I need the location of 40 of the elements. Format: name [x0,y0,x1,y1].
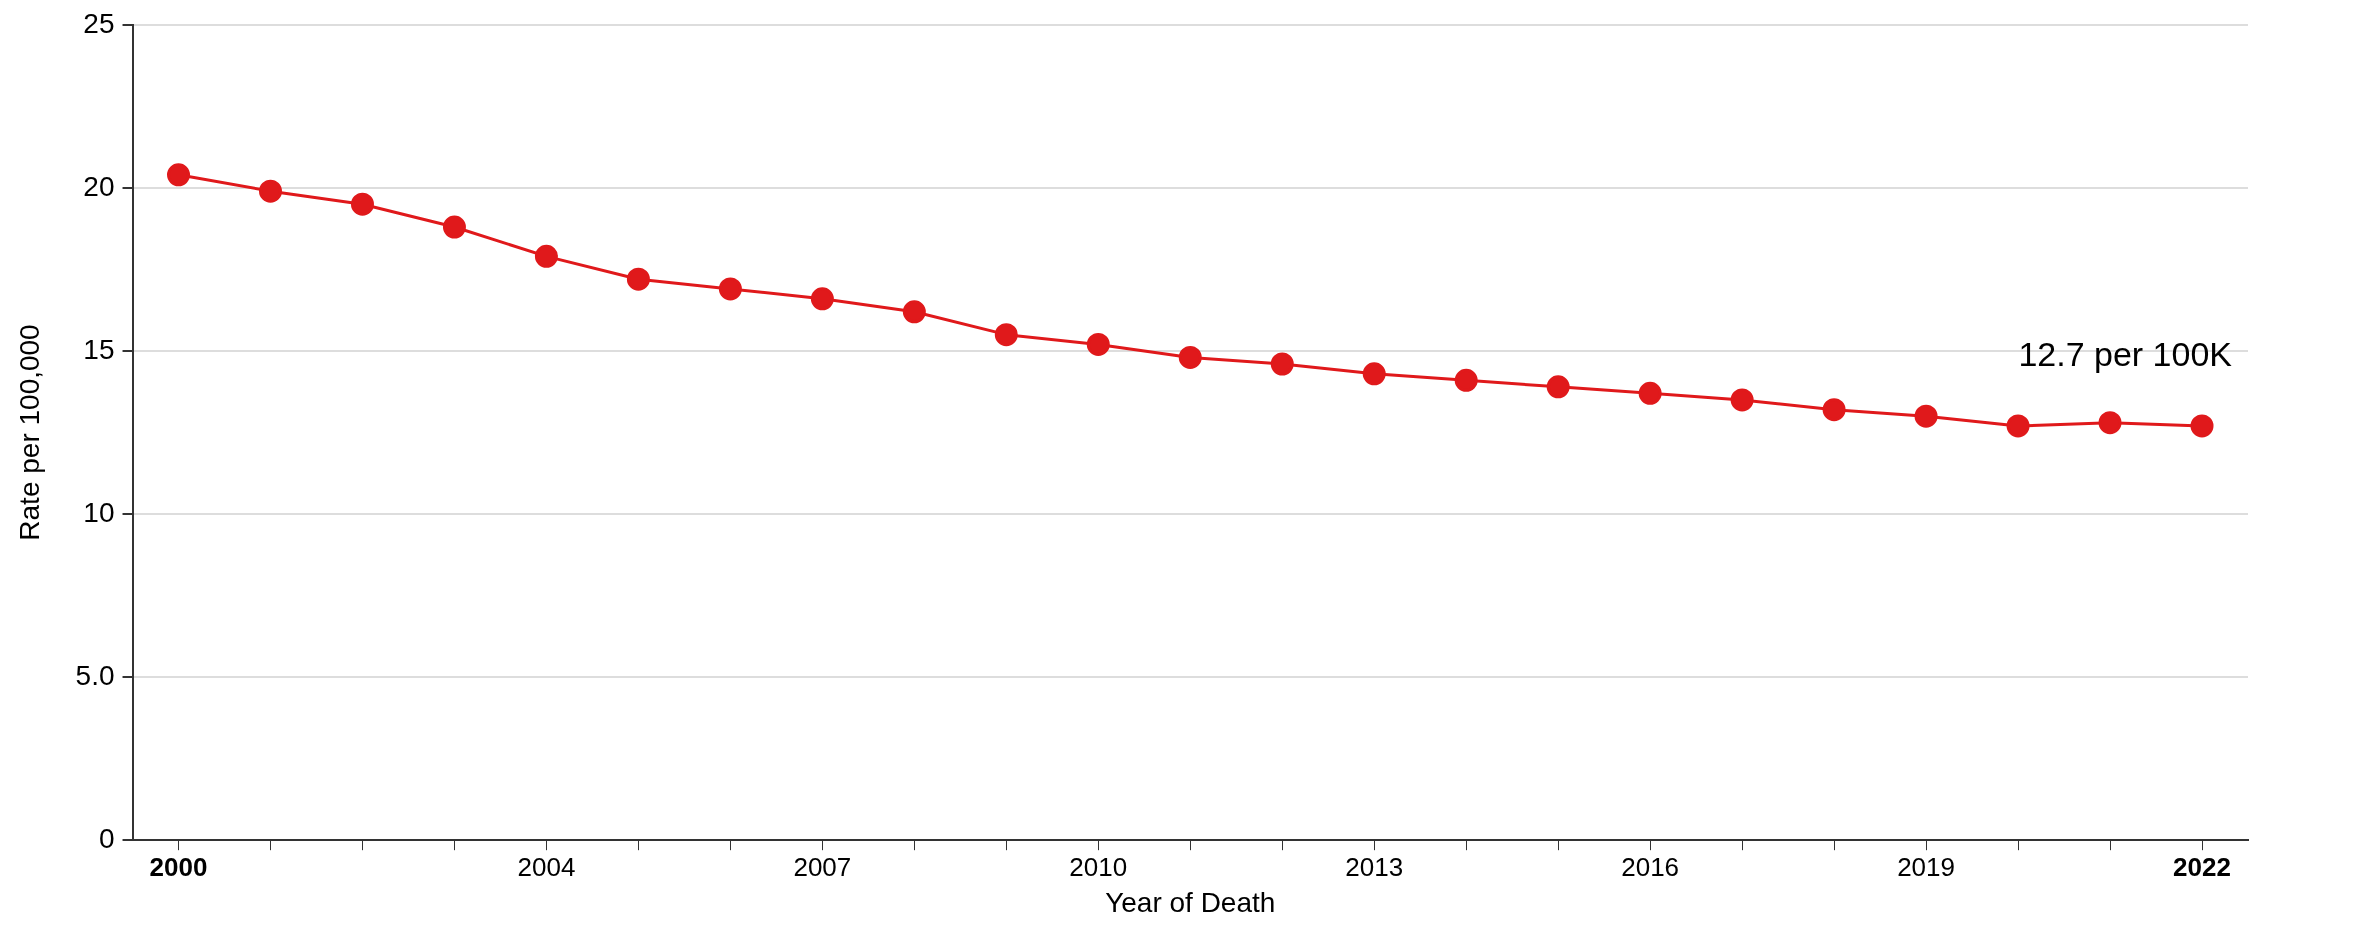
y-tick-label: 10 [83,496,115,528]
point [1270,352,1294,376]
point [626,267,650,291]
point [1546,375,1570,399]
annotation: 12.7 per 100K [2018,335,2233,374]
point [2098,411,2122,435]
point [534,244,558,268]
x-axis-title: Year of Death [1105,886,1276,918]
point [1730,388,1754,412]
y-tick-label: 25 [83,7,115,39]
point [1178,345,1202,369]
point [1454,368,1478,392]
y-axis-title: Rate per 100,000 [13,324,45,541]
y-tick-label: 20 [83,170,115,202]
x-tick-label: 2019 [1897,851,1955,882]
point [1638,381,1662,405]
point [1086,332,1110,356]
point [718,277,742,301]
point [810,287,834,311]
x-tick-label: 2022 [2173,851,2231,882]
point [442,215,466,239]
y-tick-label: 5.0 [75,659,115,691]
x-tick-label: 2000 [149,851,208,882]
x-tick-label: 2007 [793,851,852,882]
x-tick-label: 2010 [1069,851,1128,882]
point [258,179,282,203]
y-tick-label: 15 [83,333,115,365]
point [994,323,1018,347]
point [2006,414,2030,438]
point [1362,362,1386,386]
x-tick-label: 2004 [517,851,576,882]
point [2190,414,2214,438]
point [350,192,374,216]
point [167,163,191,187]
point [1822,398,1846,422]
point [1914,404,1938,428]
x-tick-label: 2016 [1621,851,1680,882]
x-tick-label: 2013 [1345,851,1404,882]
point [902,300,926,324]
y-tick-label: 0 [98,822,115,854]
